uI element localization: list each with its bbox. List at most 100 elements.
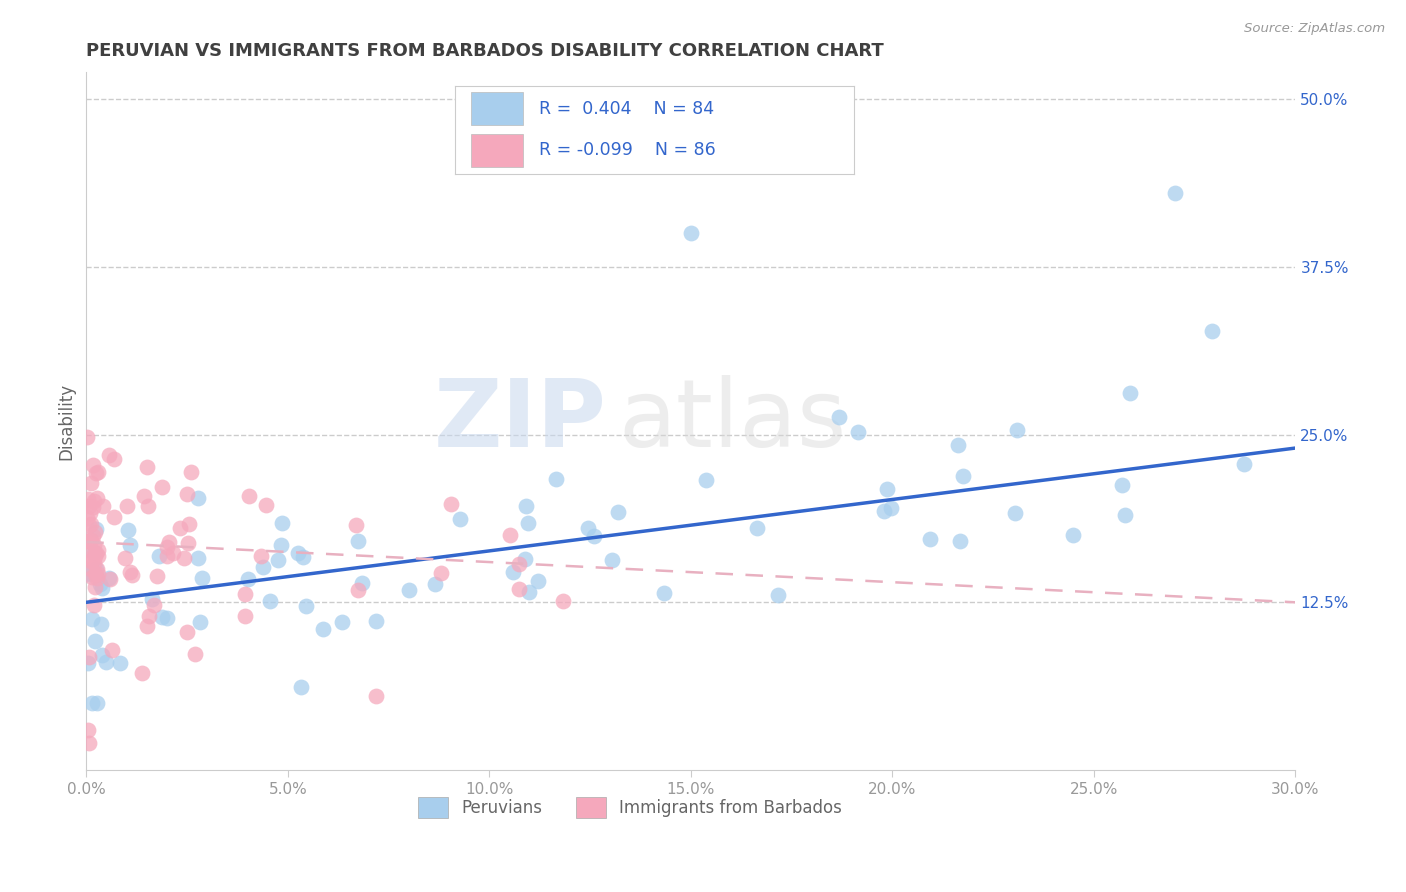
Point xyxy=(695,473,717,487)
Point xyxy=(77,649,100,664)
Point xyxy=(136,500,159,514)
Point xyxy=(449,512,471,526)
Point xyxy=(254,498,277,512)
Point xyxy=(77,500,100,514)
Point xyxy=(94,655,117,669)
Point xyxy=(259,593,281,607)
Point xyxy=(766,588,789,602)
Point xyxy=(502,565,524,579)
Point xyxy=(1114,508,1136,522)
Point xyxy=(176,624,198,639)
Point xyxy=(135,460,157,475)
Point xyxy=(352,576,374,591)
Point xyxy=(146,569,169,583)
Point xyxy=(828,409,851,424)
Point xyxy=(86,562,108,576)
Point xyxy=(79,561,101,575)
Y-axis label: Disability: Disability xyxy=(58,383,75,459)
Point xyxy=(148,549,170,563)
Point xyxy=(179,517,201,532)
Point xyxy=(600,553,623,567)
Point xyxy=(515,551,537,566)
Point xyxy=(1004,506,1026,520)
Point xyxy=(347,534,370,549)
Point xyxy=(82,529,104,543)
Point xyxy=(156,549,179,563)
Point xyxy=(516,516,538,530)
Point xyxy=(508,558,530,572)
Point xyxy=(89,577,111,591)
Point xyxy=(191,571,214,585)
Point xyxy=(150,480,173,494)
Point xyxy=(77,517,100,532)
Point xyxy=(188,615,211,630)
Point xyxy=(180,465,202,479)
Point xyxy=(77,491,100,506)
Point xyxy=(87,566,110,581)
Point xyxy=(583,529,606,543)
Legend: Peruvians, Immigrants from Barbados: Peruvians, Immigrants from Barbados xyxy=(412,791,849,824)
Point xyxy=(287,546,309,560)
Point xyxy=(86,696,108,710)
Point xyxy=(551,594,574,608)
Point xyxy=(184,647,207,661)
Point xyxy=(135,619,157,633)
Point xyxy=(187,491,209,505)
Point xyxy=(515,499,537,513)
Point xyxy=(76,511,98,525)
Point xyxy=(91,582,114,596)
Point xyxy=(87,465,110,479)
Point xyxy=(177,536,200,550)
Point xyxy=(747,521,769,535)
Point xyxy=(79,507,101,521)
Point xyxy=(84,567,107,582)
Point xyxy=(103,452,125,467)
Point xyxy=(270,538,292,552)
Point xyxy=(79,543,101,558)
Point xyxy=(103,509,125,524)
Point xyxy=(157,535,180,549)
Point xyxy=(330,615,353,629)
Point xyxy=(83,545,105,559)
Point xyxy=(83,598,105,612)
Point xyxy=(118,537,141,551)
Point xyxy=(292,549,315,564)
Point xyxy=(76,656,98,670)
Point xyxy=(83,580,105,594)
Point xyxy=(98,448,121,462)
Point xyxy=(76,533,98,548)
Point xyxy=(1062,528,1084,542)
Point xyxy=(946,437,969,451)
Point xyxy=(238,572,260,586)
Point xyxy=(876,482,898,496)
Point xyxy=(576,521,599,535)
Point xyxy=(176,486,198,500)
Text: atlas: atlas xyxy=(619,376,846,467)
Point xyxy=(84,467,107,481)
Point xyxy=(115,499,138,513)
Point xyxy=(846,425,869,439)
Point xyxy=(134,489,156,503)
Point xyxy=(79,533,101,548)
Point xyxy=(131,665,153,680)
Point xyxy=(169,521,191,535)
Point xyxy=(93,500,115,514)
Point xyxy=(83,538,105,552)
Point xyxy=(1005,423,1028,437)
Point xyxy=(86,562,108,576)
Point xyxy=(679,227,702,241)
Point xyxy=(952,469,974,483)
Point xyxy=(98,572,121,586)
Point xyxy=(108,656,131,670)
Point xyxy=(83,556,105,570)
Point xyxy=(100,643,122,657)
Point xyxy=(499,527,522,541)
Point xyxy=(121,568,143,582)
Point xyxy=(82,570,104,584)
Point xyxy=(80,533,103,547)
Point xyxy=(423,577,446,591)
Point xyxy=(440,497,463,511)
Point xyxy=(156,611,179,625)
Point xyxy=(187,551,209,566)
Point xyxy=(76,430,98,444)
